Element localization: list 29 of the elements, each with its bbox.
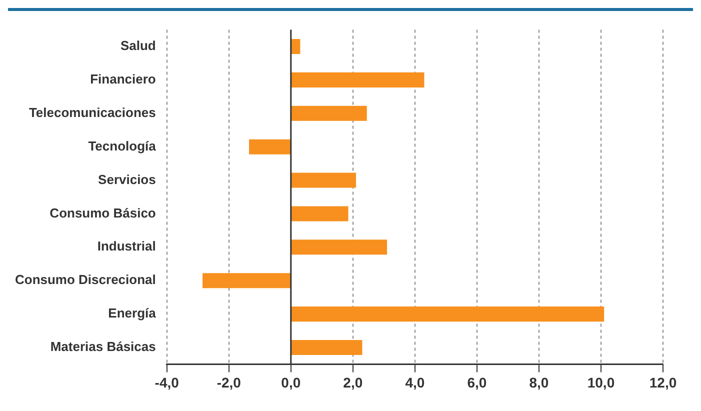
x-tick-label: 6,0 xyxy=(467,374,487,390)
y-tick-label: Energía xyxy=(108,306,157,321)
bar xyxy=(291,306,604,322)
bar xyxy=(291,38,300,54)
y-tick-label: Consumo Discrecional xyxy=(14,272,156,288)
x-tick-label: 2,0 xyxy=(343,374,363,390)
bar xyxy=(291,340,362,356)
y-tick-label: Financiero xyxy=(90,72,156,87)
bar xyxy=(291,206,348,222)
y-tick-label: Consumo Básico xyxy=(50,205,156,220)
bar xyxy=(291,240,388,255)
x-tick-label: 4,0 xyxy=(405,374,425,390)
x-tick-label: -2,0 xyxy=(216,374,242,390)
x-tick-label: 10,0 xyxy=(587,374,615,390)
y-tick-label: Materias Básicas xyxy=(50,339,156,354)
x-tick-label: 8,0 xyxy=(529,374,549,390)
bar xyxy=(291,106,367,121)
y-tick-label: Servicios xyxy=(98,172,156,187)
x-tick-label: 12,0 xyxy=(649,374,677,390)
y-tick-label: Telecomunicaciones xyxy=(28,104,156,120)
bar xyxy=(291,72,424,88)
y-tick-label: Industrial xyxy=(97,238,156,254)
y-tick-label: Salud xyxy=(120,38,156,54)
x-tick-label: -4,0 xyxy=(154,374,180,390)
bar xyxy=(202,273,290,288)
bar xyxy=(249,139,290,154)
x-tick-label: 0,0 xyxy=(281,374,301,390)
bar xyxy=(291,172,356,188)
y-tick-label: Tecnología xyxy=(88,138,157,154)
